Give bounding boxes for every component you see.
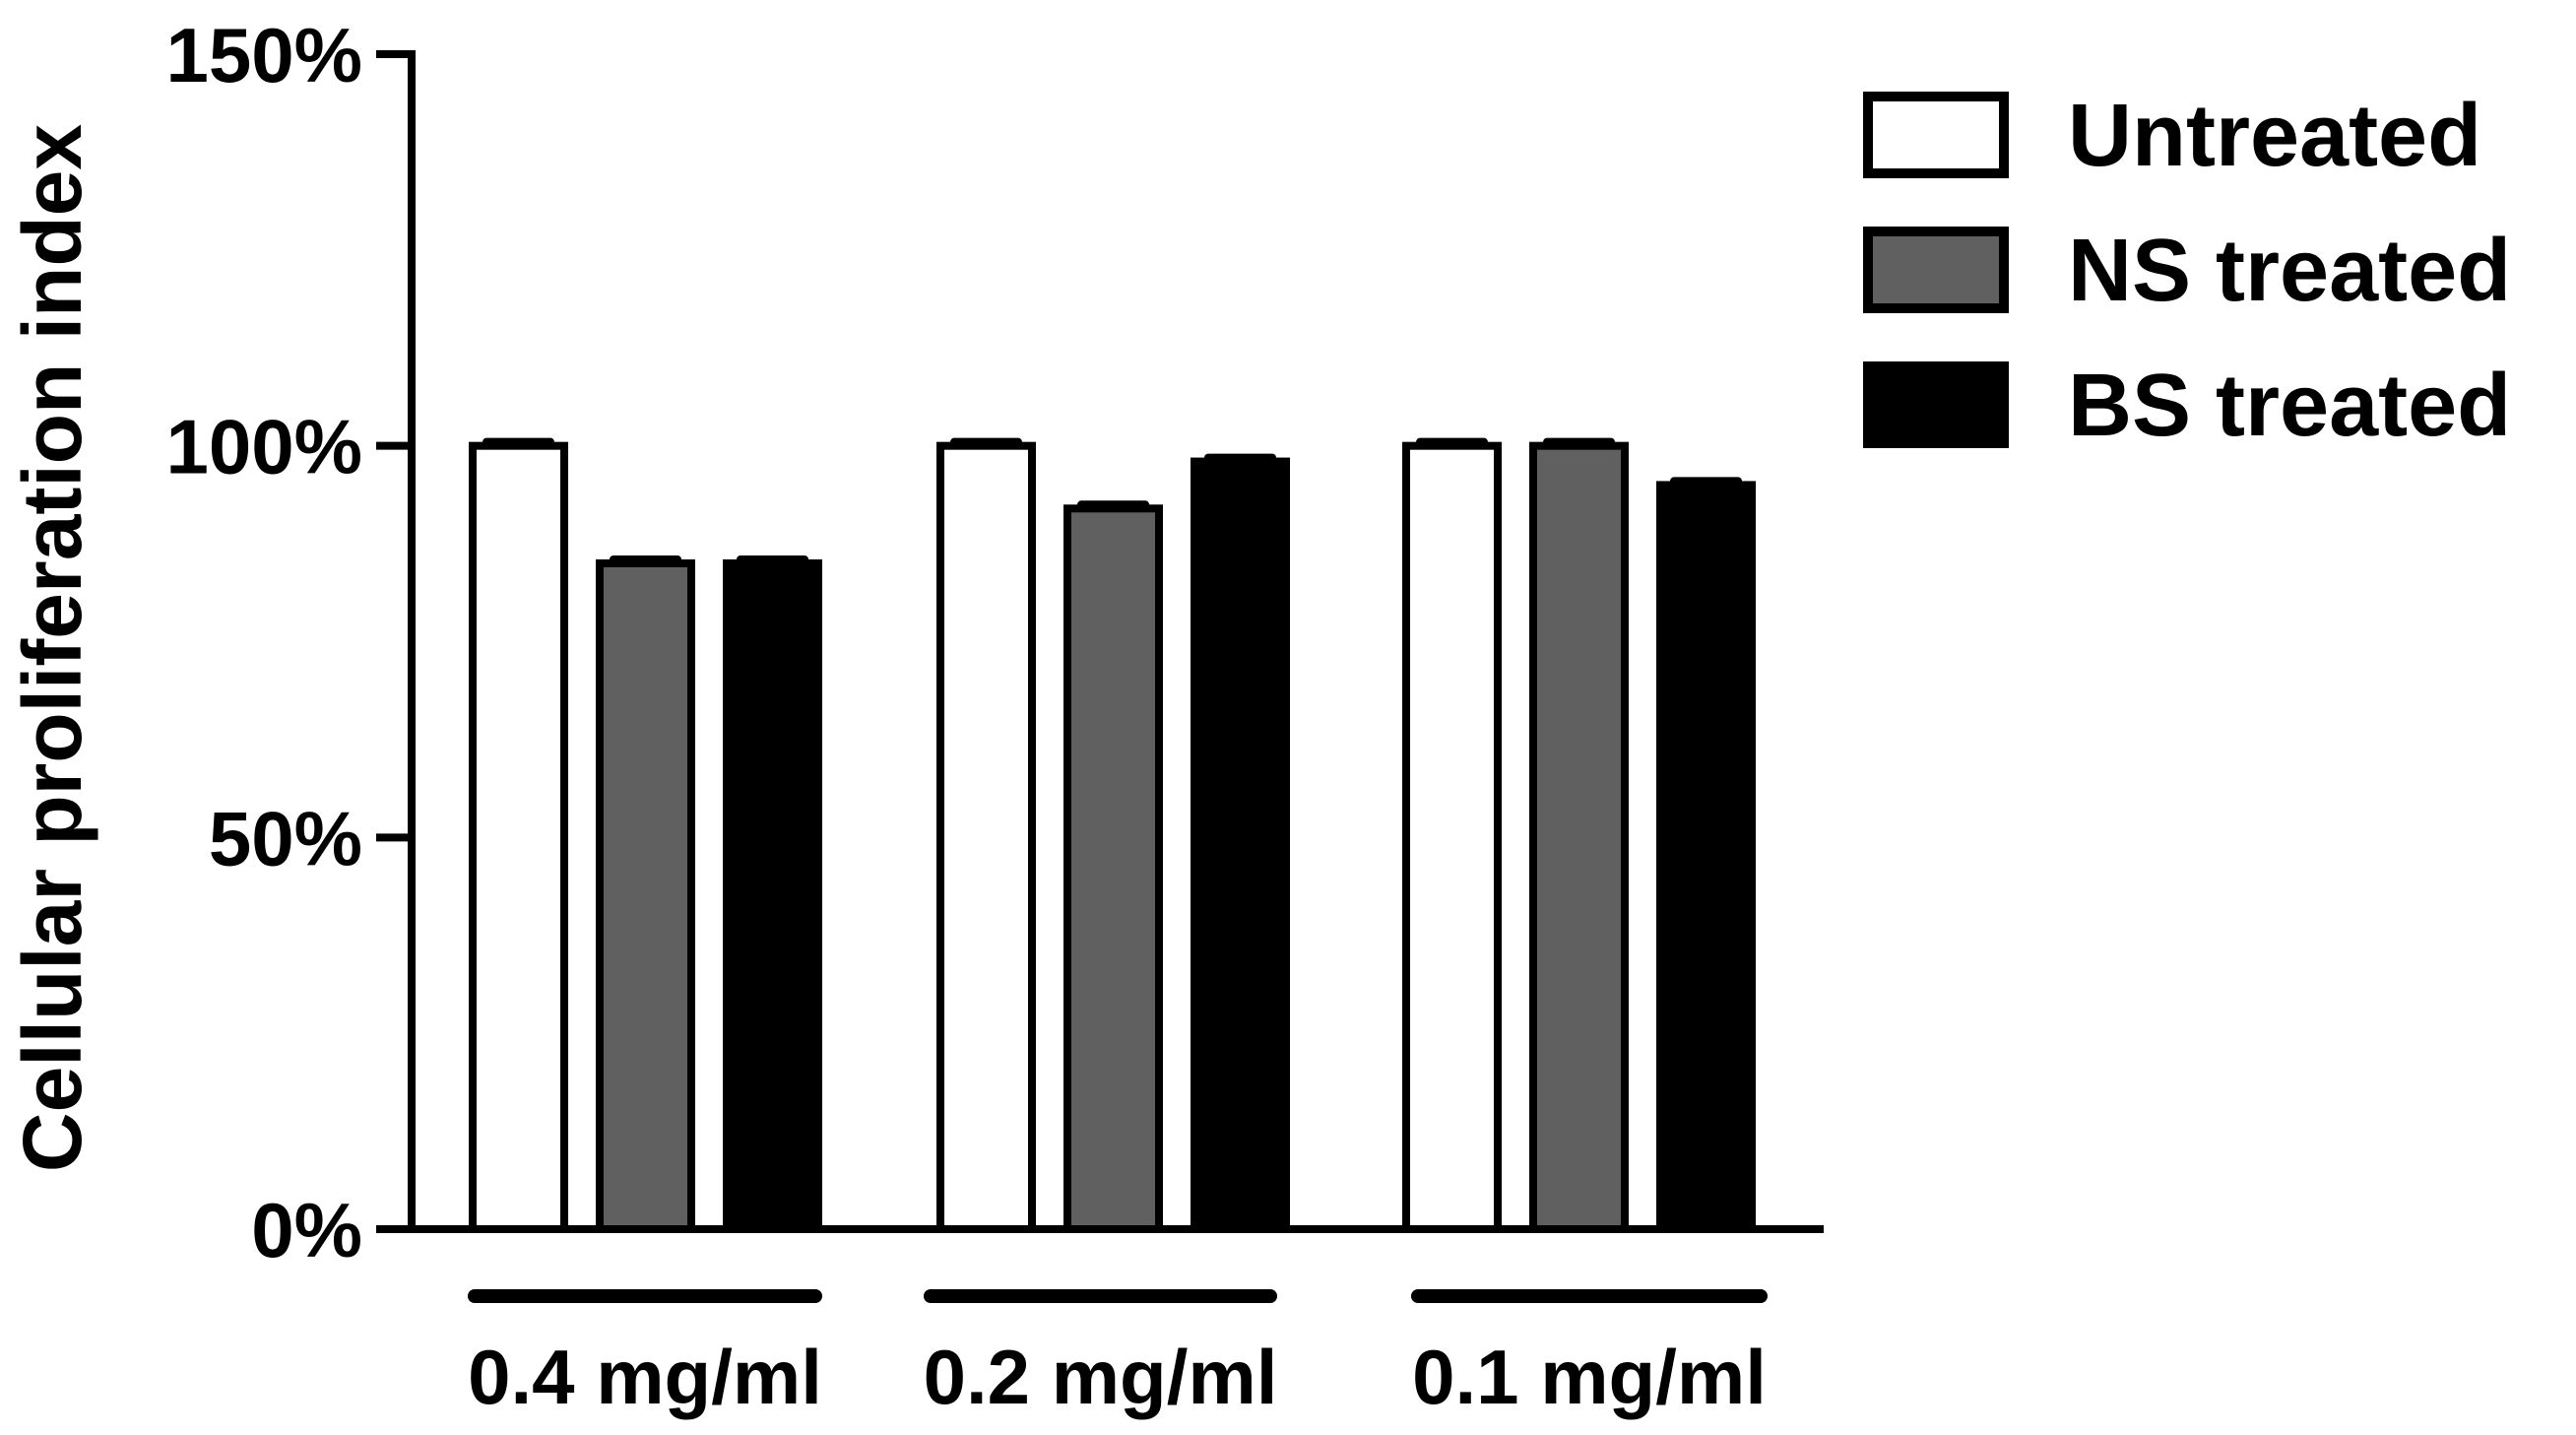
legend-label: Untreated [2068,87,2481,185]
y-tick-label: 50% [209,795,362,881]
bar [936,441,1036,1233]
legend-label: NS treated [2068,222,2511,320]
legend-swatch [1863,92,2009,178]
category-label: 0.1 mg/ml [1412,1334,1767,1420]
bar [1063,504,1163,1233]
legend: Untreated NS treated BS treated [1863,87,2511,455]
bars [469,437,1756,1234]
bar [723,558,822,1233]
y-tick-label: 0% [251,1187,362,1273]
bar [1191,457,1290,1234]
bar [1656,481,1756,1233]
legend-swatch [1863,361,2009,448]
bar [469,441,568,1233]
y-axis: 0% 50% 100% 150% [166,12,416,1273]
y-tick-label: 150% [166,12,363,98]
legend-swatch [1863,227,2009,313]
y-axis-title: Cellular proliferation index [6,124,98,1172]
legend-label: BS treated [2068,357,2511,455]
category-label: 0.2 mg/ml [924,1334,1278,1420]
category-groups: 0.4 mg/ml 0.2 mg/ml 0.1 mg/ml [468,1289,1768,1420]
bar [596,558,695,1233]
bar [1529,441,1629,1233]
bar [1402,441,1502,1233]
category-label: 0.4 mg/ml [468,1334,822,1420]
y-tick-label: 100% [166,404,363,490]
